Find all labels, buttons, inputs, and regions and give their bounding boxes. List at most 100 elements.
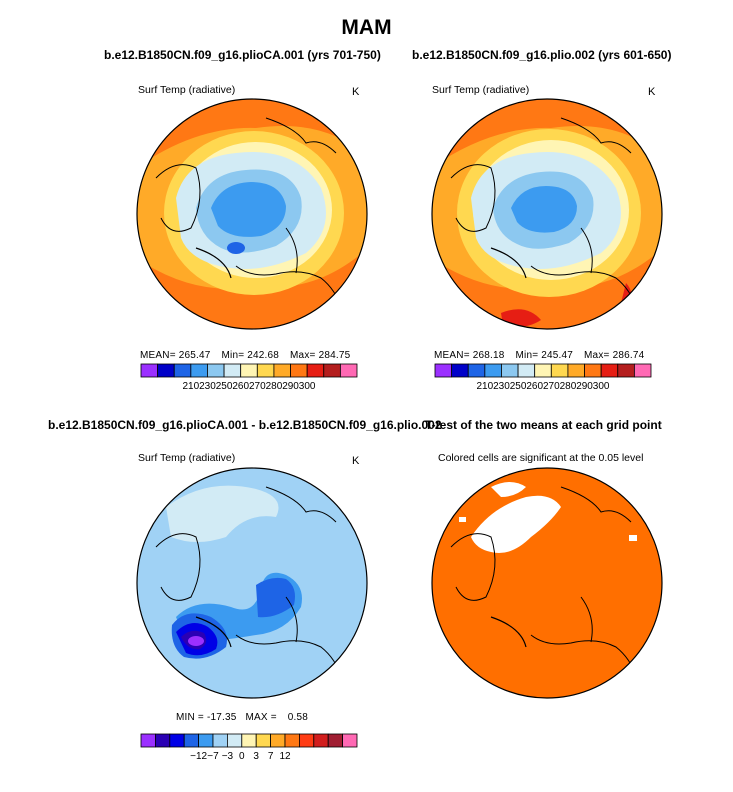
panel-1-stats: MEAN= 265.47 Min= 242.68 Max= 284.75 <box>140 350 350 361</box>
coastline <box>560 486 632 523</box>
colorbar-tick-label: 300 <box>299 381 316 392</box>
panel-2-units: K <box>648 86 656 98</box>
panel-3-units: K <box>352 455 360 467</box>
coastline <box>560 117 632 154</box>
insignificant-cells <box>491 482 526 497</box>
coastline <box>155 533 201 601</box>
coastline <box>285 227 298 274</box>
colorbar-swatch <box>212 733 228 748</box>
colorbar-tick-label: −7 <box>207 751 219 762</box>
coastline <box>490 616 527 648</box>
temp-min-spot <box>227 242 245 254</box>
coastline <box>530 265 637 309</box>
colorbar-tick-label: 210 <box>477 381 494 392</box>
max-label: MAX = <box>245 712 277 723</box>
panel-4-map <box>431 467 663 699</box>
colorbar-swatch <box>154 733 171 748</box>
coastline <box>235 634 342 678</box>
mean-label: MEAN= <box>140 350 176 361</box>
colorbar-swatch <box>207 363 225 378</box>
colorbar-tick-label: 3 <box>253 751 259 762</box>
colorbar-swatch <box>173 363 192 378</box>
coastline <box>580 227 593 274</box>
colorbar-tick-label: 270 <box>543 381 560 392</box>
colorbar-swatch <box>484 363 502 378</box>
colorbar-swatch <box>298 733 315 748</box>
coastline <box>285 596 298 643</box>
map-boundary <box>136 98 368 330</box>
colorbar-swatch <box>534 363 552 378</box>
insignificant-cells <box>459 517 466 522</box>
colorbar-tick-label: 280 <box>266 381 283 392</box>
colorbar-tick-label: 250 <box>216 381 233 392</box>
colorbar-tick-label: 210 <box>183 381 200 392</box>
colorbar-swatch <box>256 363 275 378</box>
colorbar-swatch <box>434 363 453 378</box>
panel-2-subtitle: Surf Temp (radiative) <box>432 84 530 96</box>
colorbar-swatch <box>290 363 308 378</box>
colorbar-swatch <box>633 363 652 378</box>
colorbar-swatch <box>241 733 257 748</box>
panel-2-colorbar: 210 230 250 260 270 280 290 300 <box>434 363 652 392</box>
coastline <box>195 616 232 648</box>
panel-3-subtitle: Surf Temp (radiative) <box>138 452 236 464</box>
colorbar-swatch <box>313 733 329 748</box>
panel-1-colorbar: 210 230 250 260 270 280 290 300 <box>140 363 358 392</box>
colorbar-swatch <box>227 733 243 748</box>
coastline <box>195 247 232 279</box>
colorbar-tick-label: 270 <box>249 381 266 392</box>
min-label: Min= <box>515 350 539 361</box>
colorbar-tick-label: 290 <box>282 381 299 392</box>
colorbar-tick-label: 260 <box>232 381 249 392</box>
map-boundary <box>136 467 368 699</box>
min-value: -17.35 <box>206 712 237 723</box>
mean-value: 268.18 <box>472 350 505 361</box>
panel-2-title: b.e12.B1850CN.f09_g16.plio.002 (yrs 601-… <box>412 48 672 62</box>
figure-title: MAM <box>341 16 392 39</box>
coastline <box>265 486 337 523</box>
colorbar-tick-label: 260 <box>526 381 543 392</box>
coastline <box>450 533 496 601</box>
colorbar-swatch <box>600 363 619 378</box>
coastline <box>235 265 342 309</box>
panel-3-map <box>136 467 368 699</box>
colorbar-swatch <box>517 363 536 378</box>
colorbar-swatch <box>327 733 343 748</box>
insignificant-cells <box>541 502 551 507</box>
coastline <box>580 596 593 643</box>
panel-4-title: T-test of the two means at each grid poi… <box>425 418 662 432</box>
panel-3-title: b.e12.B1850CN.f09_g16.plioCA.001 - b.e12… <box>48 418 442 432</box>
colorbar-swatch <box>273 363 291 378</box>
colorbar-swatch <box>255 733 271 748</box>
colorbar-swatch <box>323 363 341 378</box>
mean-value: 265.47 <box>178 350 211 361</box>
max-label: Max= <box>584 350 610 361</box>
colorbar-swatch <box>157 363 175 378</box>
diff-min-spot <box>188 636 204 646</box>
coastline <box>450 164 496 232</box>
panel-2-map <box>431 98 663 330</box>
diff-near-zero <box>166 485 279 542</box>
max-value: 286.74 <box>612 350 645 361</box>
temp-cold-core <box>211 182 286 237</box>
colorbar-tick-label: 300 <box>593 381 610 392</box>
panel-3-stats: MIN = -17.35 MAX = 0.58 <box>176 712 308 723</box>
colorbar-swatch <box>584 363 602 378</box>
colorbar-swatch <box>183 733 200 748</box>
warm-band-north <box>137 99 367 168</box>
coastline <box>490 247 527 279</box>
colorbar-swatch <box>501 363 519 378</box>
colorbar-swatch <box>140 363 159 378</box>
colorbar-swatch <box>284 733 300 748</box>
colorbar-swatch <box>140 733 156 748</box>
colorbar-swatch <box>270 733 286 748</box>
diff-minus-7 <box>256 577 295 618</box>
colorbar-swatch <box>342 733 358 748</box>
colorbar-swatch <box>617 363 635 378</box>
colorbar-swatch <box>306 363 325 378</box>
map-boundary <box>431 467 663 699</box>
colorbar-swatch <box>550 363 569 378</box>
colorbar-tick-label: 230 <box>199 381 216 392</box>
map-boundary <box>431 98 663 330</box>
max-value: 0.58 <box>287 712 309 723</box>
